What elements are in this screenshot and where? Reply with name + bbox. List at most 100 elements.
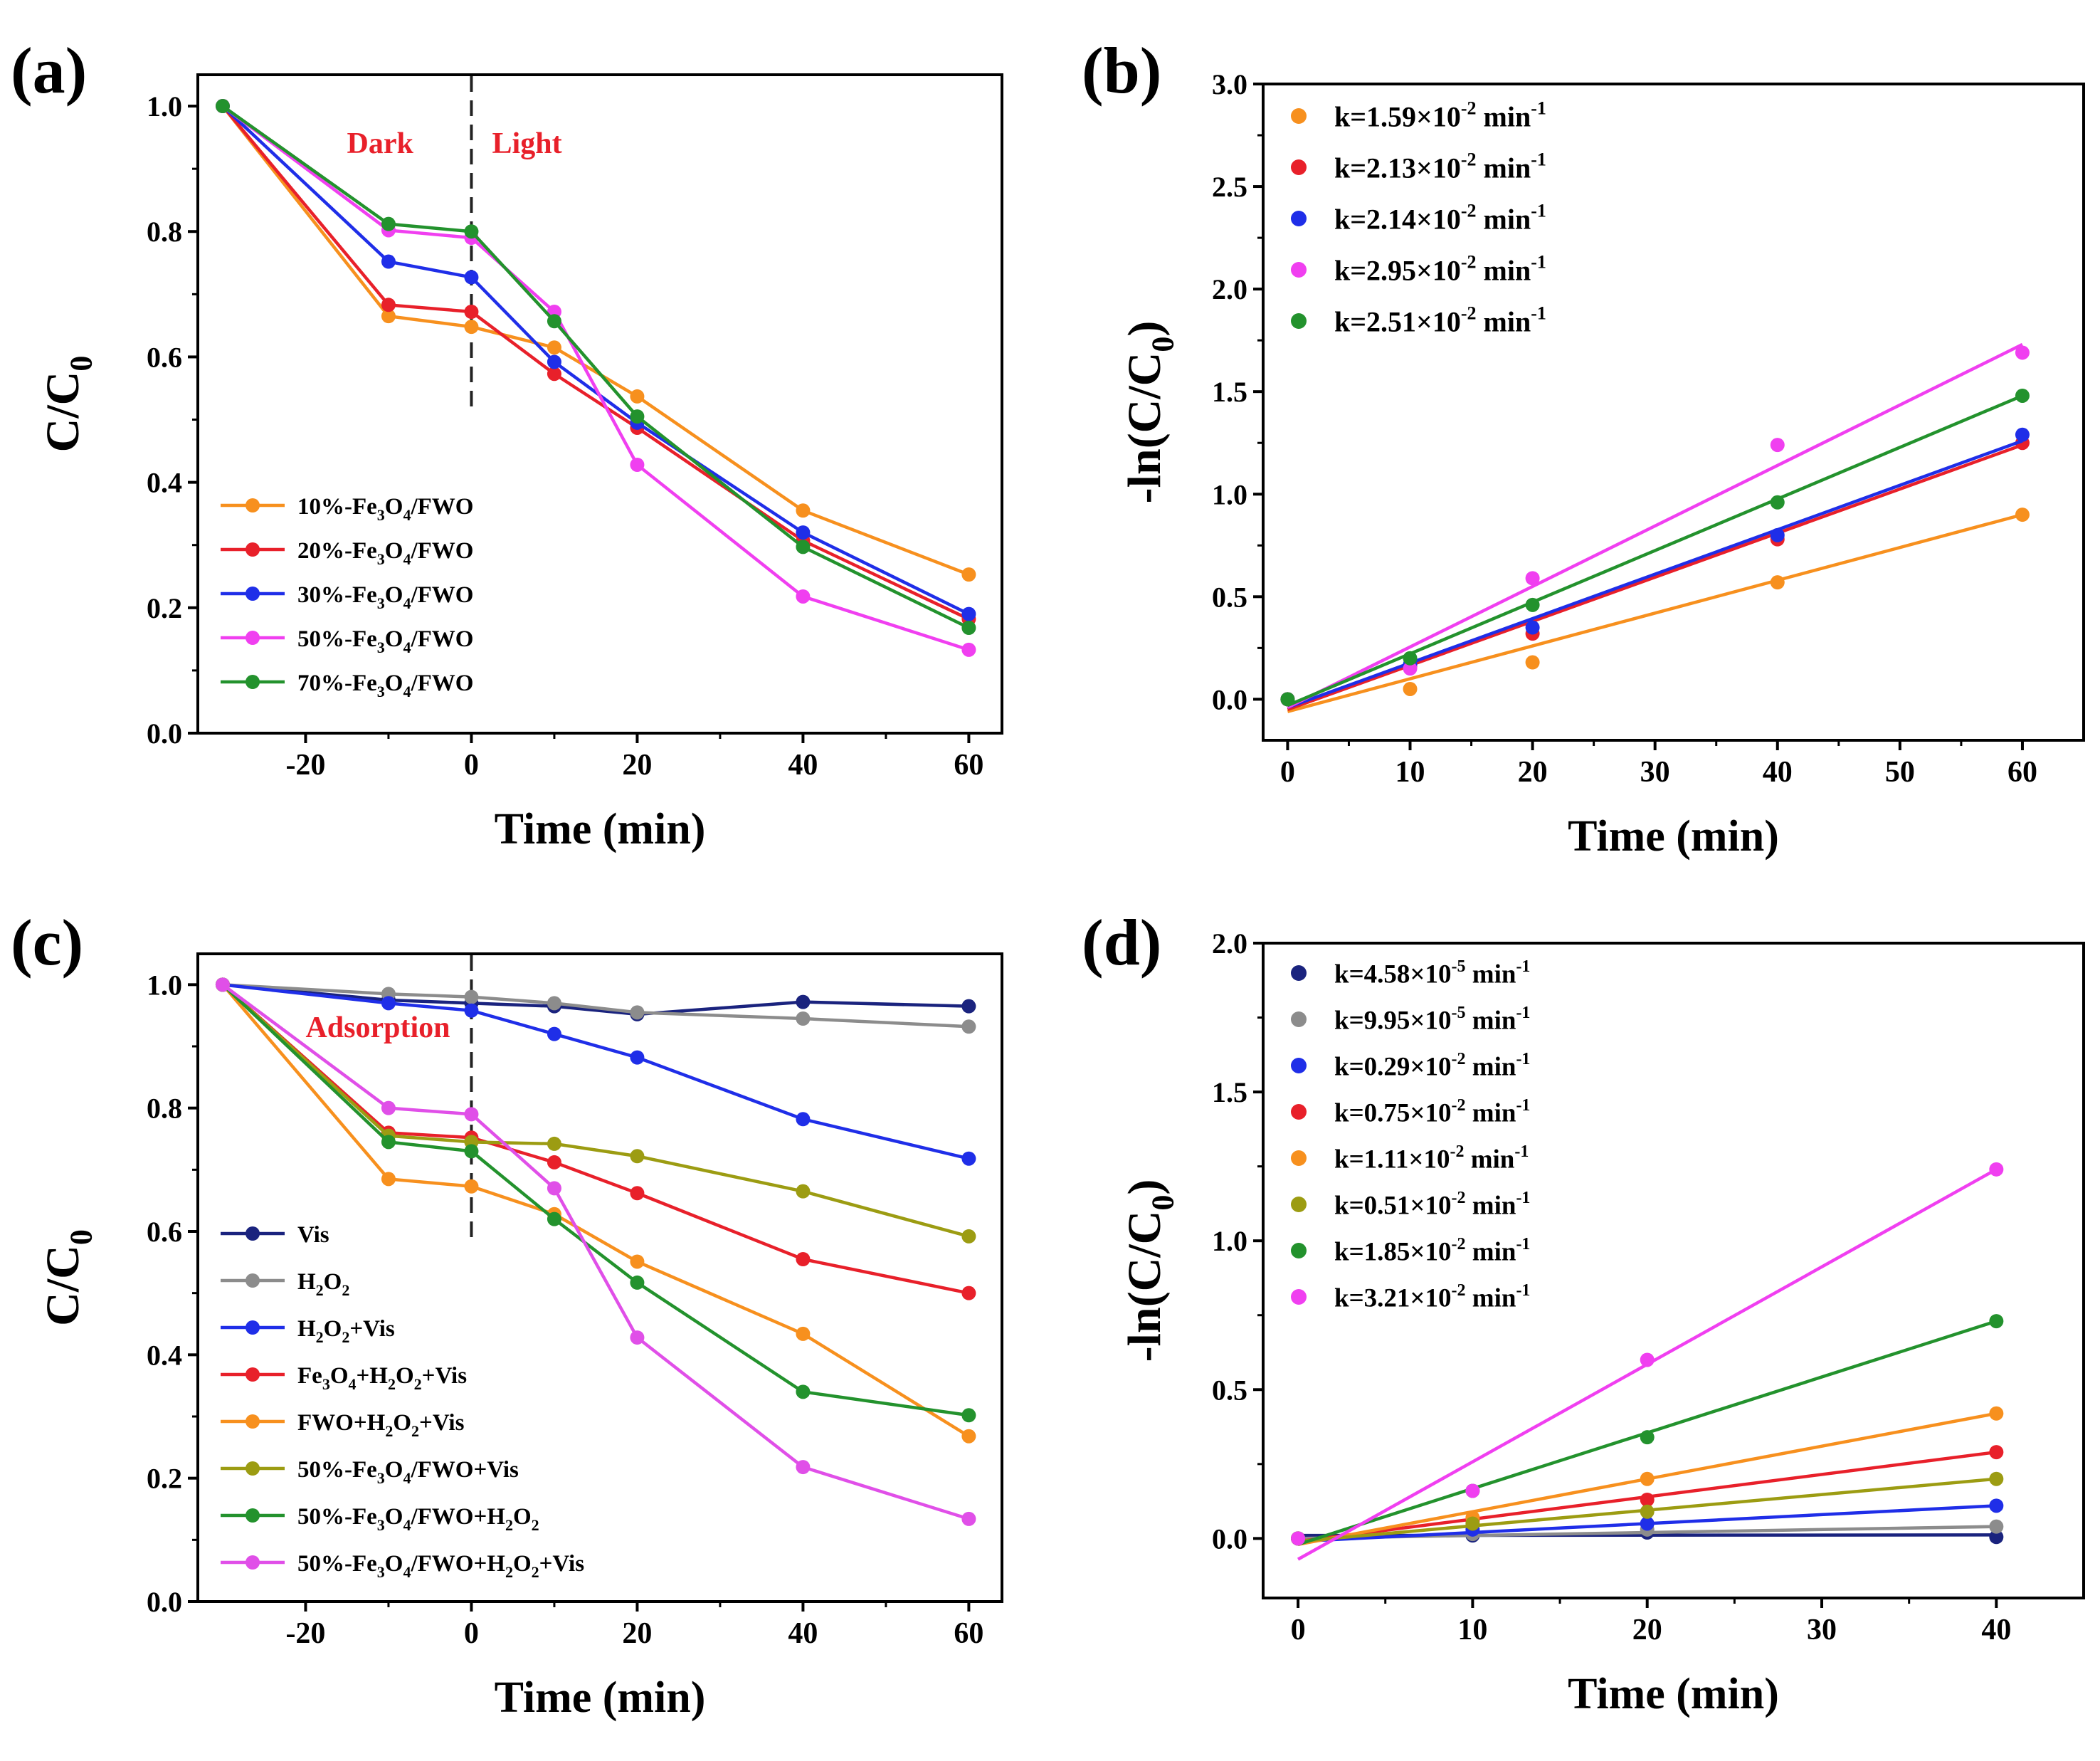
legend-label-part: 2 bbox=[342, 1281, 349, 1299]
legend-label-part: 2 bbox=[532, 1516, 539, 1534]
legend-d: k=4.58×10-5 min-1k=9.95×10-5 min-1k=0.29… bbox=[1291, 957, 1530, 1313]
data-point bbox=[961, 642, 976, 657]
series-line bbox=[221, 983, 969, 1417]
x-tick-label-d: 10 bbox=[1457, 1614, 1487, 1646]
legend-label-part: -2 bbox=[1461, 201, 1477, 221]
legend-label-part: 2 bbox=[411, 1422, 419, 1440]
x-tick-label-c: -20 bbox=[285, 1617, 325, 1650]
legend-label-part: 4 bbox=[403, 1469, 411, 1487]
y-tick-label-b: 2.5 bbox=[1212, 171, 1247, 203]
legend-label: Vis bbox=[297, 1222, 329, 1248]
legend-marker bbox=[1291, 313, 1307, 329]
y-tick-label-b: 0.0 bbox=[1212, 683, 1247, 715]
legend-label-part: k=9.95×10 bbox=[1334, 1006, 1452, 1035]
legend-label-part: +H bbox=[356, 1363, 388, 1389]
legend-label-part: min bbox=[1466, 1191, 1516, 1220]
legend-label-part: +Vis bbox=[349, 1316, 395, 1342]
data-point bbox=[961, 1429, 976, 1444]
data-point bbox=[1989, 1498, 2004, 1513]
data-point bbox=[961, 1286, 976, 1300]
y-tick-label-c: 0.4 bbox=[147, 1339, 182, 1371]
data-point bbox=[381, 1100, 396, 1115]
legend-label: H2O2 bbox=[297, 1269, 349, 1299]
data-point bbox=[464, 1144, 479, 1159]
legend-label: k=1.11×10-2 min-1 bbox=[1334, 1142, 1529, 1174]
legend-label-part: -1 bbox=[1531, 149, 1546, 170]
legend-label-part: 2 bbox=[316, 1328, 324, 1346]
y-tick-label-c: 0.2 bbox=[147, 1463, 182, 1495]
data-point bbox=[1770, 527, 1785, 542]
legend-label-part: Vis bbox=[297, 1222, 329, 1248]
legend-label-part: 4 bbox=[403, 1516, 411, 1534]
data-point bbox=[381, 1172, 396, 1187]
legend-label: k=1.59×10-2 min-1 bbox=[1334, 98, 1546, 133]
data-point bbox=[630, 1005, 645, 1020]
legend-label-part: k=1.11×10 bbox=[1334, 1145, 1450, 1174]
y-tick-label-d: 2.0 bbox=[1212, 927, 1247, 960]
data-point bbox=[547, 1026, 561, 1041]
legend-marker bbox=[246, 498, 260, 512]
legend-label-part: O bbox=[324, 1316, 342, 1342]
data-point bbox=[630, 1050, 645, 1065]
data-point bbox=[796, 525, 811, 540]
legend-label-part: -1 bbox=[1516, 957, 1530, 976]
legend-label-part: O bbox=[385, 1551, 403, 1577]
legend-label: FWO+H2O2+Vis bbox=[297, 1410, 465, 1440]
data-point bbox=[464, 1107, 479, 1122]
legend-label-part: O bbox=[513, 1504, 532, 1530]
y-tick-label-d: 1.0 bbox=[1212, 1225, 1247, 1257]
legend-label-part: -2 bbox=[1452, 1096, 1466, 1115]
data-point bbox=[796, 994, 811, 1009]
x-tick-label-a: 20 bbox=[622, 749, 652, 782]
legend-label-part: k=0.51×10 bbox=[1334, 1191, 1452, 1220]
legend-marker bbox=[1291, 1197, 1307, 1212]
x-axis-title-d: Time (min) bbox=[1568, 1670, 1779, 1718]
legend-label: H2O2+Vis bbox=[297, 1316, 395, 1346]
plot-frame-b bbox=[1262, 83, 2085, 742]
data-point bbox=[1403, 661, 1418, 676]
legend-label-part: -2 bbox=[1461, 303, 1477, 324]
y-axis-title-b-part: ) bbox=[1119, 321, 1171, 337]
legend-label: 50%-Fe3O4/FWO+H2O2+Vis bbox=[297, 1551, 584, 1581]
fit-line bbox=[1287, 439, 2023, 710]
legend-label-part: O bbox=[385, 1457, 403, 1483]
x-axis-title-b: Time (min) bbox=[1568, 812, 1779, 861]
fit-line bbox=[1287, 394, 2023, 708]
legend-marker bbox=[1291, 1058, 1307, 1073]
x-tick-label-b: 30 bbox=[1640, 756, 1670, 789]
y-axis-title-a-part: C/C bbox=[37, 372, 89, 453]
series-line bbox=[222, 983, 969, 1016]
legend-label-part: 20%-Fe bbox=[297, 538, 377, 564]
legend-label: k=3.21×10-2 min-1 bbox=[1334, 1281, 1530, 1313]
legend-label-part: k=2.14×10 bbox=[1334, 203, 1461, 235]
legend-label-part: -2 bbox=[1461, 149, 1477, 170]
data-point bbox=[961, 1511, 976, 1526]
legend-label-part: H bbox=[297, 1316, 316, 1342]
data-point bbox=[215, 99, 230, 114]
legend-marker bbox=[246, 1555, 260, 1570]
data-point bbox=[961, 999, 976, 1014]
legend-label: k=9.95×10-5 min-1 bbox=[1334, 1004, 1530, 1036]
legend-label-part: -1 bbox=[1516, 1096, 1530, 1115]
legend-label-part: O bbox=[393, 1410, 411, 1436]
legend-label-part: O bbox=[324, 1269, 342, 1295]
legend-label-part: 50%-Fe bbox=[297, 1457, 377, 1483]
data-point bbox=[381, 254, 396, 269]
legend-marker bbox=[1291, 159, 1307, 175]
legend-label-part: H bbox=[297, 1269, 316, 1295]
y-tick-label-b: 3.0 bbox=[1212, 68, 1247, 100]
legend-label-part: O bbox=[385, 538, 403, 564]
legend-label-part: O bbox=[396, 1363, 414, 1389]
legend-marker bbox=[1291, 108, 1307, 124]
x-tick-label-c: 0 bbox=[464, 1617, 479, 1650]
data-point bbox=[381, 298, 396, 312]
legend-label-part: 3 bbox=[377, 1563, 385, 1581]
data-point bbox=[1770, 438, 1785, 453]
legend-marker bbox=[246, 1414, 260, 1429]
data-point bbox=[961, 1151, 976, 1166]
x-tick-label-d: 40 bbox=[1981, 1614, 2011, 1646]
data-point bbox=[1525, 571, 1540, 586]
data-point bbox=[464, 1179, 479, 1194]
legend-label-part: k=3.21×10 bbox=[1334, 1283, 1452, 1313]
legend-label-part: min bbox=[1477, 305, 1531, 337]
